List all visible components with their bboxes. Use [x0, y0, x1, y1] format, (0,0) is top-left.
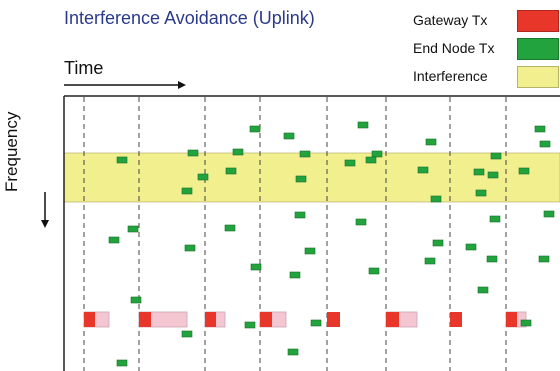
end-node-tx-burst	[543, 210, 555, 218]
end-node-tx-burst	[181, 187, 193, 195]
legend-interference-swatch	[517, 66, 559, 88]
end-node-tx-burst	[299, 150, 311, 158]
gateway-tx-burst	[327, 312, 340, 327]
frequency-arrow-head	[41, 220, 49, 228]
end-node-tx-burst	[475, 189, 487, 197]
slot-boundaries	[83, 97, 507, 371]
end-node-tx-burst	[197, 173, 209, 181]
gateway-tx-burst	[450, 312, 462, 327]
gateway-tx-burst	[139, 312, 151, 327]
end-node-tx-burst	[244, 321, 256, 329]
end-node-tx-burst	[465, 243, 477, 251]
end-node-tx-burst	[283, 132, 295, 140]
end-node-tx-burst	[289, 271, 301, 279]
gateway-tx-burst	[205, 312, 216, 327]
end-node-tx-burst	[368, 267, 380, 275]
end-node-tx-burst	[294, 211, 306, 219]
end-node-tx-burst	[371, 150, 383, 158]
end-node-tx-burst	[287, 348, 299, 356]
end-node-tx-burst	[425, 138, 437, 146]
end-node-tx-burst	[417, 166, 429, 174]
end-node-tx-burst	[310, 319, 322, 327]
end-node-tx-burst	[490, 152, 502, 160]
diagram-title: Interference Avoidance (Uplink)	[64, 8, 315, 28]
end-node-tx-burst	[250, 263, 262, 271]
end-node-tx-burst	[224, 224, 236, 232]
gateway-tx-burst	[84, 312, 95, 327]
end-node-tx-burst	[130, 296, 142, 304]
legend-gateway-label: Gateway Tx	[413, 12, 488, 28]
end-node-tx-burst	[116, 359, 128, 367]
time-axis-label: Time	[64, 58, 104, 78]
legend-interference: Interference	[413, 66, 560, 88]
legend-gateway-swatch	[517, 10, 559, 32]
end-node-tx-burst	[486, 255, 498, 263]
end-node-tx-burst	[518, 167, 530, 175]
end-node-tx-burst	[184, 244, 196, 252]
time-arrow-head	[178, 81, 186, 89]
end-node-tx-burst	[304, 247, 316, 255]
gateway-tx-burst	[506, 312, 517, 327]
end-node-tx-burst	[108, 236, 120, 244]
end-node-tx-burst	[477, 286, 489, 294]
end-node-tx-burst	[424, 257, 436, 265]
end-node-tx-burst	[249, 125, 261, 133]
end-node-tx-burst	[534, 125, 546, 133]
end-node-tx-burst	[127, 225, 139, 233]
gateway-tx-burst	[260, 312, 272, 327]
end-node-tx-burst	[432, 239, 444, 247]
end-node-tx-burst	[430, 195, 442, 203]
end-node-tx-burst	[539, 140, 551, 148]
end-node-tx-burst	[187, 149, 199, 157]
legend-endnode: End Node Tx	[413, 38, 560, 60]
end-node-tx-burst	[344, 159, 356, 167]
legend-endnode-label: End Node Tx	[413, 40, 495, 56]
end-node-tx-burst	[295, 175, 307, 183]
end-node-tx-burst	[473, 168, 485, 176]
interference-band	[63, 152, 560, 203]
end-node-tx-burst	[365, 156, 377, 164]
end-node-tx-burst	[520, 319, 532, 327]
legend-endnode-swatch	[517, 38, 559, 60]
end-node-tx-burst	[538, 255, 550, 263]
end-node-tx-burst	[116, 156, 128, 164]
end-node-tx-burst	[355, 218, 367, 226]
end-node-tx-burst	[489, 215, 501, 223]
legend-gateway: Gateway Tx	[413, 10, 560, 32]
end-node-tx-burst	[232, 148, 244, 156]
end-node-tx-burst	[357, 121, 369, 129]
end-node-tx-burst	[487, 171, 499, 179]
gateway-tx-burst	[386, 312, 399, 327]
end-node-transmissions	[108, 121, 555, 367]
legend-interference-label: Interference	[413, 68, 488, 84]
gateway-transmissions	[83, 311, 527, 328]
end-node-tx-burst	[181, 330, 193, 338]
end-node-tx-burst	[225, 167, 237, 175]
